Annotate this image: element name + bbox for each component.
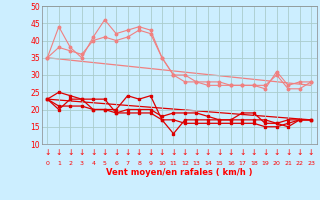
- Text: ↓: ↓: [56, 148, 62, 157]
- Text: ↓: ↓: [124, 148, 131, 157]
- Text: ↓: ↓: [205, 148, 211, 157]
- Text: ↓: ↓: [182, 148, 188, 157]
- Text: ↓: ↓: [44, 148, 51, 157]
- Text: ↓: ↓: [78, 148, 85, 157]
- Text: ↓: ↓: [170, 148, 177, 157]
- Text: ↓: ↓: [228, 148, 234, 157]
- Text: ↓: ↓: [285, 148, 291, 157]
- Text: ↓: ↓: [159, 148, 165, 157]
- Text: ↓: ↓: [239, 148, 245, 157]
- Text: ↓: ↓: [113, 148, 119, 157]
- X-axis label: Vent moyen/en rafales ( km/h ): Vent moyen/en rafales ( km/h ): [106, 168, 252, 177]
- Text: ↓: ↓: [147, 148, 154, 157]
- Text: ↓: ↓: [193, 148, 200, 157]
- Text: ↓: ↓: [136, 148, 142, 157]
- Text: ↓: ↓: [274, 148, 280, 157]
- Text: ↓: ↓: [296, 148, 303, 157]
- Text: ↓: ↓: [67, 148, 74, 157]
- Text: ↓: ↓: [101, 148, 108, 157]
- Text: ↓: ↓: [90, 148, 96, 157]
- Text: ↓: ↓: [216, 148, 222, 157]
- Text: ↓: ↓: [251, 148, 257, 157]
- Text: ↓: ↓: [308, 148, 314, 157]
- Text: ↓: ↓: [262, 148, 268, 157]
